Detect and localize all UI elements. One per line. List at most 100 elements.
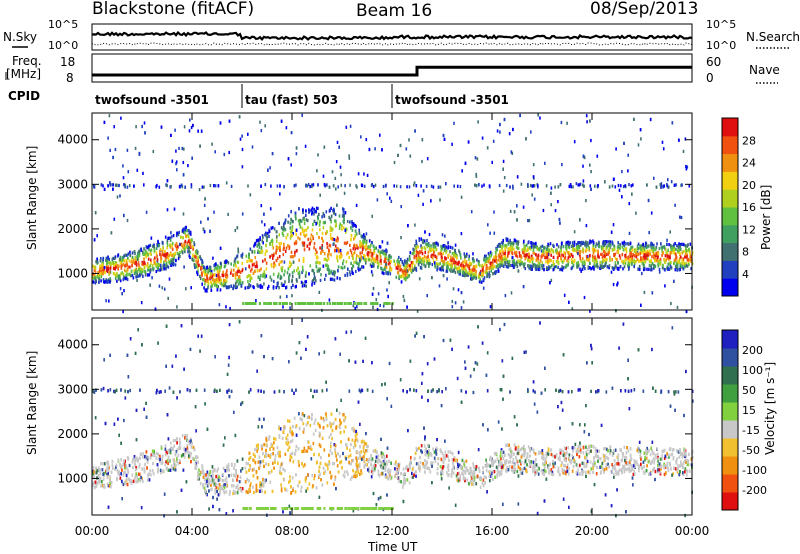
range-gate-cell bbox=[678, 242, 680, 246]
range-gate-cell bbox=[627, 256, 629, 260]
range-gate-cell bbox=[317, 153, 319, 157]
range-gate-cell bbox=[501, 245, 503, 250]
range-gate-cell bbox=[650, 241, 652, 245]
range-gate-cell bbox=[434, 254, 437, 258]
range-gate-cell bbox=[251, 263, 254, 267]
range-gate-cell bbox=[649, 252, 652, 256]
range-gate-cell bbox=[635, 249, 637, 253]
range-gate-cell bbox=[127, 170, 130, 174]
noise-panel-frame bbox=[91, 23, 693, 51]
range-gate-cell bbox=[355, 269, 357, 274]
range-gate-cell bbox=[582, 154, 585, 158]
range-gate-cell bbox=[161, 286, 164, 290]
range-gate-cell bbox=[106, 266, 108, 270]
range-gate-cell bbox=[524, 253, 527, 258]
range-gate-cell bbox=[339, 222, 342, 226]
range-gate-cell bbox=[133, 269, 135, 273]
range-gate-cell bbox=[189, 255, 191, 259]
range-gate-cell bbox=[617, 244, 619, 248]
range-gate-cell bbox=[651, 242, 653, 246]
range-gate-cell bbox=[337, 185, 339, 189]
range-gate-cell bbox=[189, 239, 191, 243]
range-gate-cell bbox=[382, 304, 385, 308]
range-gate-cell bbox=[573, 247, 576, 251]
range-gate-cell bbox=[498, 183, 501, 188]
range-gate-cell bbox=[567, 260, 570, 264]
range-gate-cell bbox=[502, 238, 504, 243]
range-gate-cell bbox=[209, 265, 212, 270]
range-gate-cell bbox=[559, 268, 561, 272]
range-gate-cell bbox=[114, 267, 117, 271]
range-gate-cell bbox=[614, 252, 617, 256]
range-gate-cell bbox=[373, 257, 375, 261]
range-gate-cell bbox=[561, 265, 563, 269]
range-gate-cell bbox=[368, 239, 371, 243]
range-gate-cell bbox=[454, 301, 457, 305]
range-gate-cell bbox=[262, 235, 264, 240]
range-gate-cell bbox=[297, 219, 300, 223]
range-gate-cell bbox=[486, 260, 488, 264]
range-gate-cell bbox=[423, 263, 425, 267]
range-gate-cell bbox=[367, 253, 370, 257]
range-gate-cell bbox=[421, 246, 423, 250]
range-gate-cell bbox=[570, 244, 573, 248]
range-gate-cell bbox=[509, 185, 511, 189]
range-gate-cell bbox=[595, 242, 598, 246]
range-gate-cell bbox=[535, 264, 538, 268]
range-gate-cell bbox=[92, 276, 95, 280]
range-gate-cell bbox=[541, 254, 544, 258]
range-gate-cell bbox=[526, 243, 528, 247]
range-gate-cell bbox=[416, 244, 418, 248]
range-gate-cell bbox=[579, 241, 582, 245]
range-gate-cell bbox=[350, 238, 352, 242]
range-gate-cell bbox=[524, 246, 526, 250]
range-gate-cell bbox=[451, 265, 453, 269]
range-gate-cell bbox=[149, 270, 152, 274]
range-gate-cell bbox=[519, 254, 522, 258]
range-gate-cell bbox=[350, 251, 353, 255]
range-gate-cell bbox=[673, 250, 675, 254]
range-gate-cell bbox=[439, 198, 441, 202]
range-gate-cell bbox=[316, 255, 318, 259]
range-gate-cell bbox=[437, 185, 440, 189]
range-gate-cell bbox=[324, 252, 326, 256]
range-gate-cell bbox=[216, 288, 219, 292]
range-gate-cell bbox=[568, 300, 570, 304]
range-gate-cell bbox=[92, 280, 95, 284]
range-gate-cell bbox=[514, 251, 516, 255]
range-gate-cell bbox=[602, 265, 604, 269]
range-gate-cell bbox=[363, 258, 366, 262]
range-gate-cell bbox=[176, 248, 178, 252]
range-gate-cell bbox=[281, 231, 284, 235]
range-gate-cell bbox=[527, 183, 529, 187]
range-gate-cell bbox=[279, 184, 281, 188]
range-gate-cell bbox=[508, 247, 511, 251]
range-gate-cell bbox=[585, 249, 587, 253]
range-gate-cell bbox=[560, 267, 562, 271]
range-gate-cell bbox=[412, 251, 415, 255]
range-gate-cell bbox=[405, 271, 407, 275]
range-gate-cell bbox=[203, 230, 206, 234]
range-gate-cell bbox=[249, 193, 252, 197]
range-gate-cell bbox=[261, 239, 264, 243]
range-gate-cell bbox=[188, 231, 191, 235]
range-gate-cell bbox=[315, 248, 317, 252]
range-gate-cell bbox=[349, 248, 352, 252]
range-gate-cell bbox=[688, 184, 691, 188]
range-gate-cell bbox=[605, 258, 608, 262]
range-gate-cell bbox=[94, 276, 97, 280]
range-gate-cell bbox=[393, 160, 396, 165]
range-gate-cell bbox=[457, 288, 460, 292]
range-gate-cell bbox=[415, 268, 418, 272]
range-gate-cell bbox=[597, 254, 599, 258]
range-gate-cell bbox=[673, 243, 675, 247]
range-gate-cell bbox=[290, 262, 293, 266]
range-gate-cell bbox=[300, 219, 303, 223]
range-gate-cell bbox=[634, 260, 636, 264]
range-gate-cell bbox=[319, 246, 321, 250]
range-gate-cell bbox=[404, 259, 406, 263]
range-gate-cell bbox=[153, 248, 156, 252]
range-gate-cell bbox=[166, 264, 169, 268]
range-gate-cell bbox=[648, 260, 651, 264]
range-gate-cell bbox=[573, 243, 575, 247]
